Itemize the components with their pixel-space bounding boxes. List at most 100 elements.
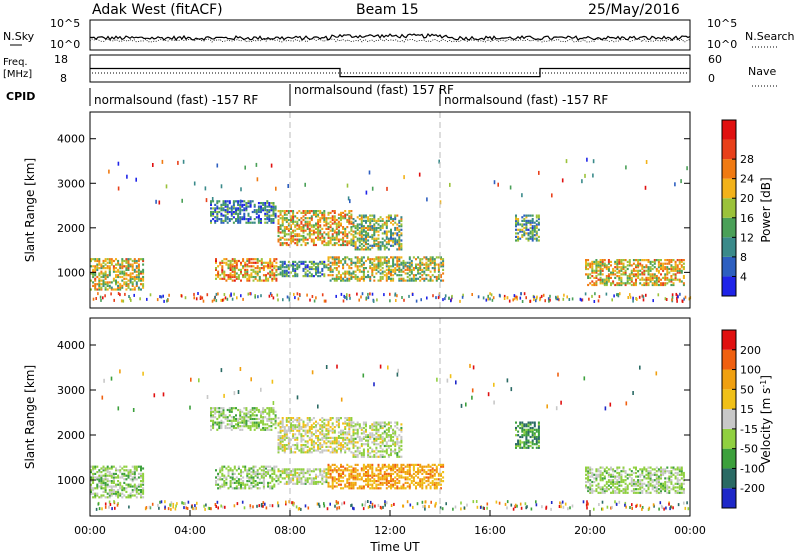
range-cell	[360, 485, 363, 488]
range-cell	[348, 478, 351, 481]
range-cell	[281, 445, 284, 448]
range-cell	[396, 259, 399, 263]
range-cell	[315, 477, 317, 480]
range-cell	[348, 267, 351, 270]
sparse-cell	[117, 186, 120, 191]
range-cell	[244, 270, 247, 273]
range-cell	[98, 485, 101, 488]
range-cell	[668, 271, 671, 274]
range-cell	[123, 272, 126, 275]
range-cell	[346, 240, 349, 243]
range-cell	[371, 448, 374, 451]
range-cell	[110, 490, 113, 493]
range-cell	[348, 242, 351, 245]
range-cell	[225, 483, 228, 486]
range-cell	[212, 207, 215, 210]
range-cell	[398, 263, 401, 266]
range-cell	[108, 471, 111, 474]
range-cell	[385, 279, 388, 282]
range-cell	[335, 277, 338, 280]
range-cell	[412, 256, 415, 259]
range-cell	[296, 475, 299, 478]
range-cell	[632, 267, 635, 271]
range-cell	[431, 480, 434, 483]
range-cell	[400, 441, 403, 444]
ground-scatter-cell	[492, 296, 495, 300]
range-cell	[392, 263, 395, 266]
range-cell	[285, 269, 288, 272]
range-cell	[306, 264, 309, 267]
range-cell	[390, 478, 392, 481]
range-cell	[394, 467, 397, 470]
range-cell	[385, 259, 388, 263]
range-cell	[354, 256, 357, 259]
range-cell	[535, 234, 538, 237]
range-cell	[622, 271, 625, 274]
range-cell	[142, 489, 145, 492]
range-cell	[306, 233, 309, 236]
range-cell	[117, 489, 120, 492]
range-cell	[346, 417, 349, 420]
range-cell	[285, 213, 288, 216]
ground-scatter-cell	[95, 297, 97, 300]
range-cell	[244, 465, 247, 468]
range-cell	[306, 451, 309, 454]
range-cell	[94, 277, 97, 280]
range-cell	[226, 216, 229, 219]
range-cell	[270, 425, 273, 428]
range-cell	[104, 485, 107, 488]
range-cell	[294, 275, 297, 278]
range-cell	[277, 442, 280, 445]
range-cell	[115, 274, 117, 277]
range-cell	[419, 279, 422, 282]
range-cell	[233, 270, 236, 273]
range-cell	[385, 487, 388, 490]
range-cell	[529, 232, 532, 235]
range-cell	[277, 266, 280, 269]
range-cell	[327, 449, 330, 452]
range-cell	[277, 220, 280, 223]
range-cell	[306, 224, 309, 227]
range-cell	[100, 478, 103, 481]
range-cell	[387, 480, 390, 483]
range-cell	[358, 214, 361, 217]
range-cell	[381, 439, 384, 442]
range-cell	[348, 240, 351, 243]
range-cell	[344, 438, 347, 441]
range-cell	[104, 478, 107, 481]
range-cell	[321, 417, 324, 420]
range-cell	[612, 271, 615, 274]
range-cell	[277, 234, 280, 238]
range-cell	[281, 447, 284, 450]
ground-scatter-cell	[536, 295, 538, 299]
range-cell	[312, 275, 315, 278]
range-cell	[354, 469, 357, 472]
sparse-cell	[244, 165, 246, 170]
range-cell	[390, 452, 392, 455]
range-cell	[285, 238, 288, 241]
range-cell	[371, 474, 374, 477]
range-cell	[346, 218, 349, 222]
range-cell	[440, 483, 442, 486]
range-cell	[377, 435, 380, 439]
range-cell	[92, 472, 95, 475]
range-cell	[408, 469, 411, 472]
range-cell	[127, 268, 130, 271]
range-cell	[135, 478, 138, 481]
range-cell	[342, 238, 345, 241]
range-cell	[131, 277, 134, 280]
range-cell	[358, 452, 361, 455]
range-cell	[367, 216, 370, 219]
range-cell	[290, 429, 292, 432]
range-cell	[358, 268, 361, 271]
range-cell	[350, 229, 353, 232]
y-tick-label: 2000	[57, 222, 85, 235]
range-cell	[92, 480, 95, 483]
range-cell	[317, 271, 320, 274]
range-cell	[277, 435, 280, 438]
ground-scatter-cell	[657, 293, 660, 297]
range-cell	[300, 471, 303, 475]
range-cell	[599, 273, 602, 276]
range-cell	[327, 234, 330, 238]
range-cell	[283, 218, 286, 222]
